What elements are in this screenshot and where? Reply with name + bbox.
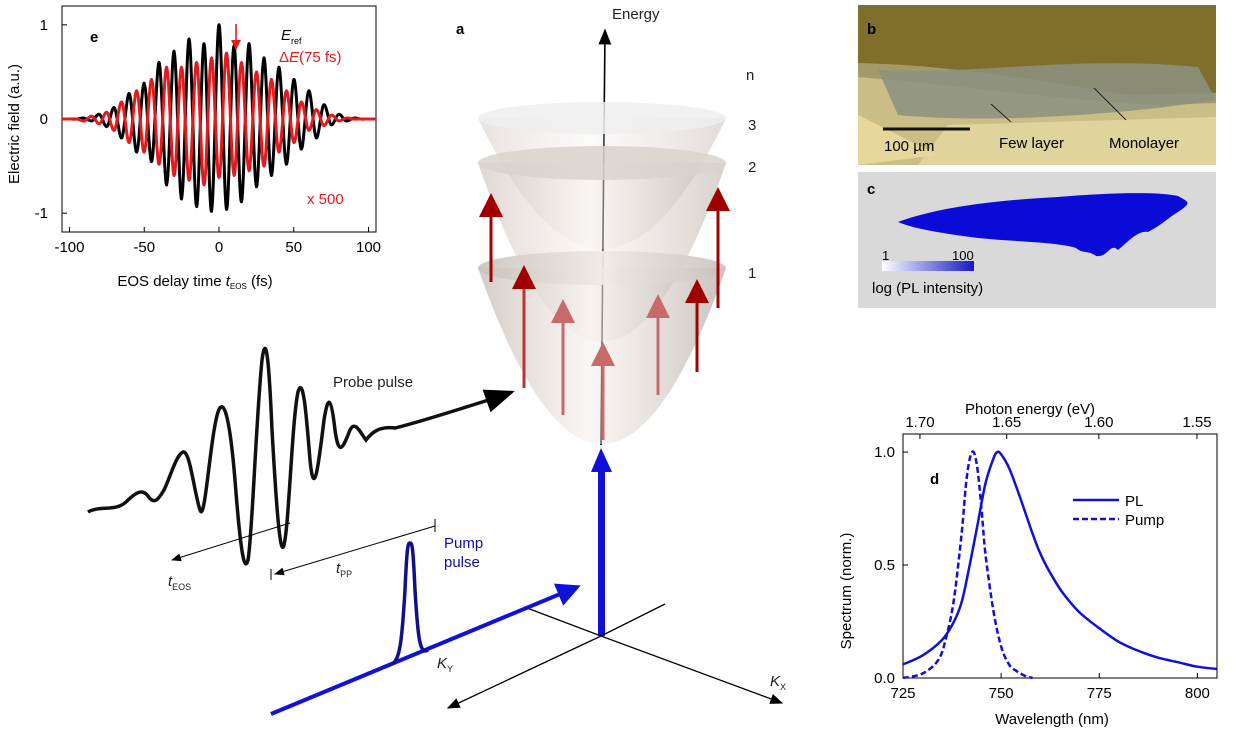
chart-e-letter: e: [90, 29, 98, 46]
chart-e-series-ref: [61, 23, 376, 213]
probe-label: Probe pulse: [333, 374, 413, 391]
pl-flake: [898, 193, 1188, 257]
chart-d-top-xlabel: Photon energy (eV): [965, 401, 1095, 418]
ky-axis-back: [600, 603, 666, 637]
micrograph-image: b 100 µm Few layer Monolayer: [858, 5, 1216, 165]
pump-label-line1: Pump: [444, 535, 483, 552]
t-eos-label: tEOS: [168, 573, 191, 592]
t-pp-label: tPP: [336, 560, 352, 579]
level-1-label: 1: [748, 265, 756, 282]
level-3-label: 3: [748, 117, 756, 134]
ky-axis: [446, 635, 602, 709]
chart-d-top-tick-label: 1.70: [905, 414, 934, 431]
pump-pulse-shape: [390, 541, 429, 666]
kx-axis: [600, 635, 784, 704]
chart-e-xtick-label: -100: [54, 239, 84, 256]
t-eos-axis: [171, 522, 291, 562]
chart-d-legend: PL Pump: [1073, 493, 1164, 529]
n-label: n: [746, 67, 754, 84]
chart-e-xlabel: EOS delay time tEOS (fs): [117, 273, 272, 291]
chart-d-top-tick-label: 1.65: [992, 414, 1021, 431]
chart-d-xtick-label: 775: [1087, 685, 1112, 702]
chart-e-ylabel: Electric field (a.u.): [6, 64, 23, 184]
panel-b-letter: b: [867, 21, 876, 38]
t-pp-axis: [274, 525, 436, 576]
chart-e-eos-waveforms: e -100 -50 0 50 100 -1 0 1 Eref ΔE(75 fs) x 500…: [6, 5, 381, 291]
chart-d-ylabel: Spectrum (norm.): [838, 533, 855, 650]
chart-d-xtick-label: 800: [1185, 685, 1210, 702]
colorbar-label: log (PL intensity): [872, 280, 983, 297]
energy-axis-label: Energy: [612, 6, 660, 23]
chart-e-xtick-label: 100: [356, 239, 381, 256]
legend-pump-label: Pump: [1125, 512, 1164, 529]
chart-d-xtick-label: 750: [989, 685, 1014, 702]
chart-d-ytick-label: 0.0: [874, 670, 895, 687]
scalebar-label: 100 µm: [884, 138, 934, 155]
chart-e-plot-area: -100 -50 0 50 100 -1 0 1: [35, 5, 381, 256]
panel-a-letter: a: [456, 21, 465, 38]
colorbar-max: 100: [952, 248, 974, 263]
panel-c-letter: c: [867, 181, 875, 198]
chart-e-series-delta: [61, 51, 376, 187]
chart-e-legend-delta: ΔE(75 fs): [279, 49, 342, 66]
chart-e-ytick-label: 1: [40, 17, 48, 34]
colorbar-min: 1: [882, 248, 889, 263]
chart-d-xtick-label: 725: [890, 685, 915, 702]
pl-colorbar: [882, 261, 974, 271]
ky-label: KY: [437, 655, 453, 674]
chart-d-series-pl: [902, 450, 1218, 671]
legend-pl-label: PL: [1125, 493, 1143, 510]
chart-e-peak-marker: [231, 24, 241, 50]
few-layer-label: Few layer: [999, 135, 1064, 152]
pump-arrow: [591, 448, 612, 636]
chart-d-ytick-label: 1.0: [874, 444, 895, 461]
chart-d-top-tick-label: 1.55: [1182, 414, 1211, 431]
chart-d-series-pump: [902, 450, 1033, 680]
kx-axis-back: [526, 607, 602, 637]
chart-d-plot-area: 725 750 775 800 0.0 0.5 1.0 1.70 1.65 1.60 1.55: [874, 414, 1218, 702]
chart-e-xtick-label: 0: [215, 239, 223, 256]
chart-e-scale-annotation: x 500: [307, 191, 344, 208]
chart-d-ytick-label: 0.5: [874, 557, 895, 574]
chart-e-ytick-label: 0: [40, 111, 48, 128]
panel-b-micrograph: b 100 µm Few layer Monolayer: [858, 5, 1216, 165]
pump-label-line2: pulse: [444, 554, 480, 571]
level-2-label: 2: [748, 159, 756, 176]
chart-e-legend-ref: Eref: [281, 27, 302, 46]
chart-e-xtick-label: -50: [133, 239, 155, 256]
chart-e-xtick-label: 50: [285, 239, 302, 256]
monolayer-label: Monolayer: [1109, 135, 1179, 152]
chart-d-top-tick-label: 1.60: [1084, 414, 1113, 431]
kx-label: KX: [770, 673, 786, 692]
chart-d-frame: [902, 433, 1218, 679]
chart-d-xlabel: Wavelength (nm): [995, 711, 1109, 728]
panel-c-pl-map: c 1 100 log (PL intensity): [858, 172, 1216, 308]
chart-d-letter: d: [930, 471, 939, 488]
transition-arrows: [479, 187, 730, 440]
chart-e-ytick-label: -1: [35, 205, 48, 222]
probe-pulse-waveform: [87, 346, 496, 566]
